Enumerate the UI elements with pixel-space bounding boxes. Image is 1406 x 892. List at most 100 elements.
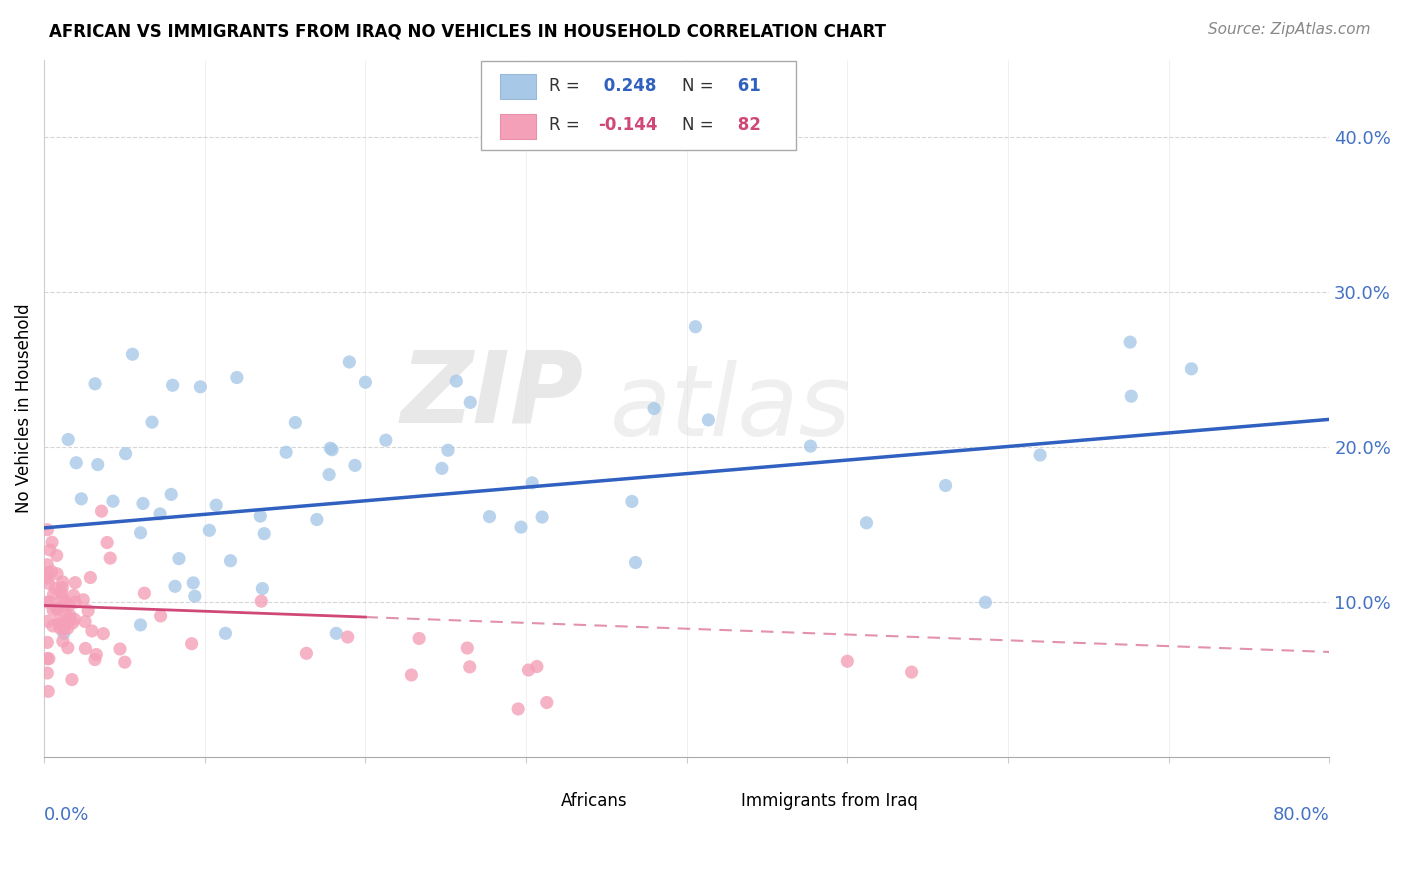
Point (180, 637, 202, 651)
Point (45, 549, 67, 563)
Point (37, 523, 59, 537)
Point (520, 475, 543, 490)
Point (337, 355, 360, 369)
Point (42, 587, 65, 601)
Point (284, 416, 307, 430)
Point (132, 496, 155, 510)
Point (162, 378, 184, 392)
Point (149, 507, 172, 521)
Point (63, 595, 86, 609)
Point (72, 592, 94, 607)
Point (114, 447, 136, 461)
Point (37, 558, 59, 572)
Point (685, 319, 707, 334)
Point (37, 615, 59, 629)
Point (37, 571, 59, 585)
Point (408, 632, 430, 646)
Point (58, 433, 80, 447)
Text: N =: N = (682, 77, 713, 95)
Point (799, 439, 821, 453)
Text: 82: 82 (731, 117, 761, 135)
Text: R =: R = (550, 77, 579, 95)
FancyBboxPatch shape (501, 114, 536, 138)
Point (134, 586, 156, 600)
Point (1119, 335, 1142, 350)
Point (114, 655, 136, 669)
Point (63, 612, 86, 626)
Point (42, 619, 65, 633)
Point (318, 467, 340, 482)
Point (38, 576, 60, 591)
Text: 0.0%: 0.0% (44, 806, 90, 824)
Point (84, 376, 107, 391)
Text: 0.248: 0.248 (598, 77, 657, 95)
Point (53, 622, 76, 636)
Point (59, 608, 82, 623)
Point (52, 574, 75, 589)
FancyBboxPatch shape (520, 789, 553, 814)
FancyBboxPatch shape (501, 74, 536, 99)
Point (90, 504, 112, 518)
Point (190, 380, 212, 394)
Point (51, 591, 73, 605)
Point (37, 635, 59, 649)
Text: ZIP: ZIP (401, 346, 583, 443)
Point (56, 621, 79, 635)
Point (91, 626, 114, 640)
Text: Immigrants from Iraq: Immigrants from Iraq (741, 792, 918, 810)
Point (478, 509, 501, 524)
Point (508, 702, 530, 716)
Point (79, 570, 101, 584)
Point (48, 602, 70, 616)
Point (48, 614, 70, 628)
Point (620, 494, 643, 508)
Point (75, 641, 97, 656)
Point (58, 599, 80, 613)
Point (517, 663, 540, 677)
Point (325, 626, 347, 640)
Point (51, 581, 73, 595)
Point (526, 659, 548, 673)
Point (129, 618, 152, 632)
Point (536, 696, 558, 710)
Point (437, 443, 460, 458)
Point (77, 604, 100, 618)
Point (1029, 448, 1052, 462)
Point (1180, 361, 1202, 376)
Point (45, 601, 67, 615)
Point (70, 491, 93, 506)
Point (37, 595, 59, 609)
Point (336, 630, 359, 644)
Point (86, 648, 108, 662)
Point (295, 646, 318, 660)
Point (214, 626, 236, 640)
Point (80, 624, 103, 638)
Text: 80.0%: 80.0% (1272, 806, 1329, 824)
Point (38, 543, 60, 558)
Point (52, 626, 75, 640)
Point (37, 665, 59, 680)
Point (401, 668, 423, 682)
Point (253, 526, 276, 541)
FancyBboxPatch shape (700, 789, 733, 814)
Point (643, 401, 665, 416)
Point (53, 605, 76, 619)
Point (900, 665, 922, 679)
Point (101, 494, 124, 508)
Text: Africans: Africans (561, 792, 627, 810)
Text: R =: R = (550, 117, 579, 135)
Point (108, 642, 131, 657)
Point (42, 603, 65, 617)
Point (55, 615, 77, 630)
Point (458, 395, 481, 409)
Point (53, 594, 76, 608)
Point (39, 595, 62, 609)
Point (697, 413, 720, 427)
Point (41, 565, 63, 579)
Point (167, 551, 190, 566)
Point (219, 554, 242, 568)
Point (48, 617, 70, 632)
Point (837, 654, 859, 668)
Point (60, 673, 83, 687)
Point (198, 524, 221, 538)
